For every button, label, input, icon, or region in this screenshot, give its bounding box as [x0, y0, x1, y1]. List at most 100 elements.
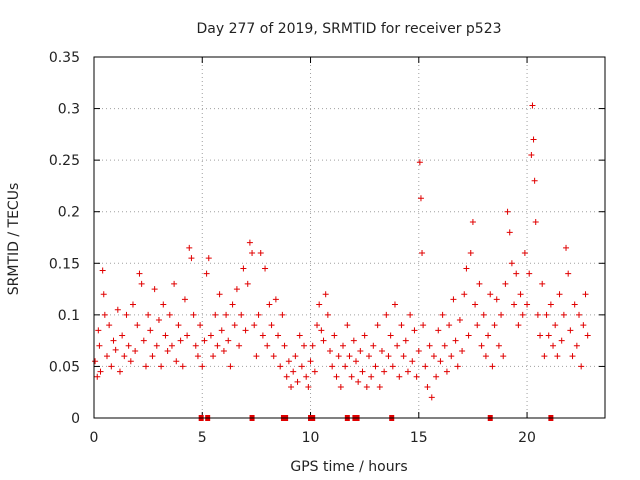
data-point: [264, 342, 271, 349]
data-point: [266, 301, 273, 308]
data-point: [485, 332, 492, 339]
data-point: [474, 322, 481, 329]
data-point: [534, 311, 541, 318]
data-point: [309, 342, 316, 349]
data-point: [374, 322, 381, 329]
data-point: [108, 363, 115, 370]
data-point: [582, 291, 589, 298]
data-point: [513, 270, 520, 277]
data-point: [517, 291, 524, 298]
x-tick-label: 20: [518, 430, 536, 446]
data-point: [259, 332, 266, 339]
data-point: [190, 311, 197, 318]
data-point: [110, 337, 117, 344]
data-point: [333, 373, 340, 380]
data-point: [275, 332, 282, 339]
data-point: [116, 368, 123, 375]
data-point: [383, 311, 390, 318]
x-tick-label: 0: [90, 430, 99, 446]
data-point: [344, 322, 351, 329]
data-point: [521, 249, 528, 256]
data-point: [389, 363, 396, 370]
data-point: [472, 301, 479, 308]
data-point: [251, 322, 258, 329]
data-point: [181, 296, 188, 303]
data-point: [443, 368, 450, 375]
data-point: [179, 363, 186, 370]
data-point: [563, 244, 570, 251]
data-point: [498, 311, 505, 318]
data-point: [428, 394, 435, 401]
data-point: [236, 342, 243, 349]
data-point: [127, 358, 134, 365]
data-point: [550, 342, 557, 349]
data-point: [327, 347, 334, 354]
data-point: [290, 368, 297, 375]
chart-title: Day 277 of 2019, SRMTID for receiver p52…: [196, 21, 501, 37]
data-point: [556, 291, 563, 298]
data-point: [529, 102, 536, 109]
data-point: [220, 347, 227, 354]
data-point: [435, 327, 442, 334]
data-point: [368, 373, 375, 380]
data-point: [506, 229, 513, 236]
data-point: [173, 358, 180, 365]
data-point: [121, 353, 128, 360]
data-point: [487, 291, 494, 298]
y-tick-label: 0.35: [49, 50, 80, 66]
data-point: [92, 358, 99, 365]
data-point: [363, 384, 370, 391]
y-tick-label: 0.15: [49, 256, 80, 272]
data-point: [214, 342, 221, 349]
data-point: [223, 311, 230, 318]
data-point: [424, 384, 431, 391]
y-tick-label: 0.05: [49, 359, 80, 375]
data-point: [316, 301, 323, 308]
data-point: [114, 306, 121, 313]
data-point: [162, 332, 169, 339]
data-point: [372, 363, 379, 370]
data-point: [168, 342, 175, 349]
data-point: [504, 208, 511, 215]
data-point: [288, 384, 295, 391]
data-point: [450, 296, 457, 303]
data-point: [381, 368, 388, 375]
data-point: [524, 301, 531, 308]
data-point: [194, 353, 201, 360]
data-point: [101, 311, 108, 318]
data-point: [578, 363, 585, 370]
data-point: [493, 296, 500, 303]
y-tick-label: 0.2: [58, 205, 80, 221]
data-point: [218, 327, 225, 334]
data-point: [584, 332, 591, 339]
data-point: [452, 337, 459, 344]
data-point: [255, 311, 262, 318]
data-point: [138, 280, 145, 287]
data-point: [469, 219, 476, 226]
data-point: [515, 322, 522, 329]
data-point: [229, 301, 236, 308]
data-point: [294, 378, 301, 385]
data-point: [355, 378, 362, 385]
data-point: [531, 177, 538, 184]
data-point: [164, 347, 171, 354]
data-point: [407, 311, 414, 318]
data-point: [552, 322, 559, 329]
data-point: [203, 270, 210, 277]
data-point: [554, 353, 561, 360]
data-point: [231, 322, 238, 329]
data-point: [409, 358, 416, 365]
data-point: [166, 311, 173, 318]
data-point: [365, 353, 372, 360]
data-point: [420, 322, 427, 329]
data-point: [199, 363, 206, 370]
data-point: [205, 255, 212, 262]
data-point: [495, 342, 502, 349]
y-tick-label: 0.3: [58, 102, 80, 118]
data-point: [322, 291, 329, 298]
data-point: [537, 332, 544, 339]
data-point: [244, 280, 251, 287]
data-point: [565, 270, 572, 277]
data-point: [296, 332, 303, 339]
data-point: [283, 373, 290, 380]
